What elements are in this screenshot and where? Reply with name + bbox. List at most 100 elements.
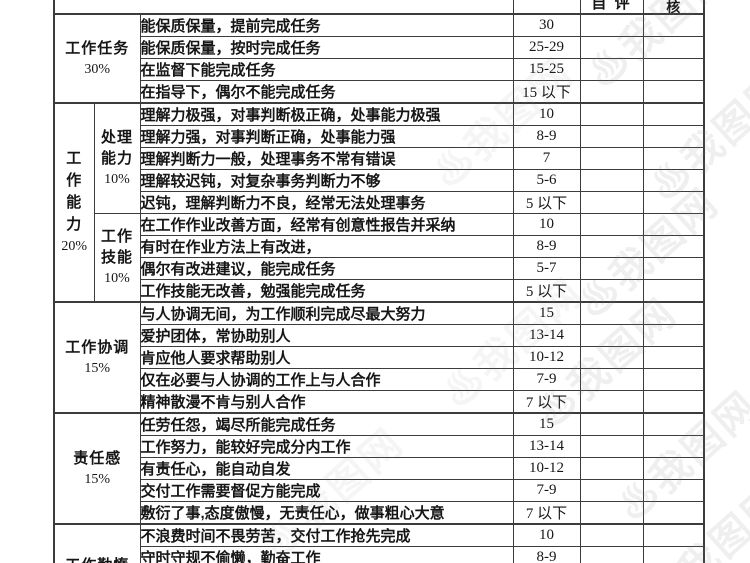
category-label: 责任感 — [73, 449, 122, 467]
table-row: 偶尔有改进建议，能完成任务 5-7 — [54, 257, 705, 280]
criteria-cell: 理解力极强，对事判断极正确，处事能力极强 — [139, 102, 514, 126]
table-row: 理解判断力一般，处理事务不常有错误 7 — [54, 147, 705, 170]
self-rating-cell — [579, 412, 644, 436]
self-rating-cell — [579, 13, 644, 37]
score-cell: 13-14 — [512, 324, 581, 347]
score-cell: 15 — [512, 412, 581, 436]
self-rating-cell — [579, 279, 644, 303]
score-cell: 10 — [512, 102, 581, 126]
assess-rating-cell — [642, 368, 705, 391]
assess-rating-cell — [642, 279, 705, 303]
criteria-cell: 守时守规不偷懒，勤奋工作 — [139, 546, 514, 563]
criteria-cell: 能保质保量，按时完成任务 — [139, 36, 514, 59]
criteria-cell: 理解力强，对事判断正确，处事能力强 — [139, 125, 514, 148]
score-cell: 5 以下 — [512, 279, 581, 303]
subcategory-cell-work-skill: 工作 技能 10% — [93, 213, 141, 303]
self-rating-cell — [579, 546, 644, 563]
score-cell: 15-25 — [512, 58, 581, 81]
category-label: 工作勤惰 — [55, 539, 139, 563]
criteria-cell: 仅在必要与人协调的工作上与人合作 — [139, 368, 514, 391]
score-cell: 7-9 — [512, 479, 581, 502]
self-rating-cell — [579, 257, 644, 280]
assess-rating-cell — [642, 191, 705, 214]
self-rating-cell — [579, 80, 644, 104]
table-row: 迟钝，理解判断力不良，经常无法处理事务 5 以下 — [54, 191, 705, 214]
self-rating-cell — [579, 390, 644, 414]
criteria-cell: 理解判断力一般，处理事务不常有错误 — [139, 147, 514, 170]
self-rating-cell — [579, 147, 644, 170]
table-row: 责任感 15% 任劳任怨，竭尽所能完成任务 15 — [53, 412, 705, 525]
header-score-cell — [512, 0, 581, 15]
table-row: 在指导下，偶尔不能完成任务 15 以下 — [54, 80, 705, 104]
criteria-cell: 理解较迟钝，对复杂事务判断力不够 — [139, 169, 514, 192]
table-row: 有责任心，能自动自发 10-12 — [54, 457, 705, 480]
category-label-char: 能 — [66, 194, 83, 211]
category-cell-coordination: 工作协调 15% — [53, 301, 141, 414]
assess-rating-cell — [642, 501, 705, 525]
category-label-char: 作 — [66, 172, 83, 189]
self-rating-header-label: 自 评 — [591, 0, 632, 12]
assess-rating-cell — [642, 301, 705, 325]
score-cell: 5 以下 — [512, 191, 581, 214]
assess-rating-cell — [642, 546, 705, 563]
score-cell: 10 — [512, 213, 581, 236]
table-row: 工作协调 15% 与人协调无间，为工作顺利完成尽最大努力 15 — [53, 301, 705, 414]
category-label: 工作任务 — [65, 39, 130, 57]
score-cell: 8-9 — [512, 235, 581, 258]
assess-rating-cell — [642, 390, 705, 414]
assess-rating-cell — [642, 479, 705, 502]
category-percent: 30% — [84, 61, 111, 77]
category-cell-work-tasks: 工作任务 30% — [53, 13, 141, 104]
criteria-cell: 不浪费时间不畏劳苦，交付工作抢先完成 — [139, 523, 514, 547]
criteria-cell: 能保质保量，提前完成任务 — [139, 13, 514, 37]
table-row: 工作努力，能较好完成分内工作 13-14 — [54, 435, 705, 458]
subcategory-label: 技能 — [100, 249, 133, 266]
table-row: 仅在必要与人协调的工作上与人合作 7-9 — [54, 368, 705, 391]
score-cell: 7 以下 — [512, 501, 581, 525]
table-row: 工 作 能 力 20% 处理 能力 10% 理解力极强，对事判断极正确，处事能力… — [53, 102, 705, 303]
category-percent: 15% — [84, 471, 111, 487]
category-label-char: 力 — [66, 216, 83, 233]
category-label-char: 工 — [66, 150, 83, 167]
criteria-cell: 有责任心，能自动自发 — [139, 457, 514, 480]
criteria-cell: 工作技能无改善，勉强能完成任务 — [139, 279, 514, 303]
table-row: 工作勤惰 不浪费时间不畏劳苦，交付工作抢先完成 10 — [53, 523, 705, 563]
score-cell: 7 以下 — [512, 390, 581, 414]
category-percent: 20% — [61, 239, 88, 254]
assess-rating-cell — [642, 80, 705, 104]
self-rating-cell — [579, 457, 644, 480]
subcategory-label: 处理 — [100, 129, 133, 146]
assess-rating-cell — [642, 412, 705, 436]
criteria-cell: 迟钝，理解判断力不良，经常无法处理事务 — [139, 191, 514, 214]
assess-rating-cell — [642, 235, 705, 258]
assess-rating-cell — [642, 102, 705, 126]
criteria-cell: 偶尔有改进建议，能完成任务 — [139, 257, 514, 280]
criteria-cell: 交付工作需要督促方能完成 — [139, 479, 514, 502]
assess-rating-cell — [642, 457, 705, 480]
self-rating-cell — [579, 102, 644, 126]
table-row: 敷衍了事,态度傲慢，无责任心，做事粗心大意 7 以下 — [54, 501, 705, 525]
self-rating-cell — [579, 58, 644, 81]
assess-rating-cell — [642, 147, 705, 170]
table-row: 工作任务 30% 能保质保量，提前完成任务 30 — [53, 13, 705, 104]
table-row: 在监督下能完成任务 15-25 — [54, 58, 705, 81]
self-rating-cell — [579, 235, 644, 258]
score-cell: 7-9 — [512, 368, 581, 391]
self-rating-cell — [579, 346, 644, 369]
criteria-cell: 肯应他人要求帮助别人 — [139, 346, 514, 369]
category-cell-work-ability: 工 作 能 力 20% — [53, 102, 95, 303]
assess-rating-cell — [642, 125, 705, 148]
table-row: 理解较迟钝，对复杂事务判断力不够 5-6 — [54, 169, 705, 192]
score-cell: 15 以下 — [512, 80, 581, 104]
assess-rating-cell — [642, 523, 705, 547]
self-rating-cell — [579, 368, 644, 391]
table-row: 有时在作业方法上有改进， 8-9 — [54, 235, 705, 258]
category-cell-diligence: 工作勤惰 — [53, 523, 141, 563]
criteria-cell: 有时在作业方法上有改进， — [139, 235, 514, 258]
criteria-cell: 敷衍了事,态度傲慢，无责任心，做事粗心大意 — [139, 501, 514, 525]
self-rating-cell — [579, 301, 644, 325]
table-row: 工作技能无改善，勉强能完成任务 5 以下 — [54, 279, 705, 303]
self-rating-cell — [579, 169, 644, 192]
table-row: 守时守规不偷懒，勤奋工作 8-9 — [54, 546, 705, 563]
